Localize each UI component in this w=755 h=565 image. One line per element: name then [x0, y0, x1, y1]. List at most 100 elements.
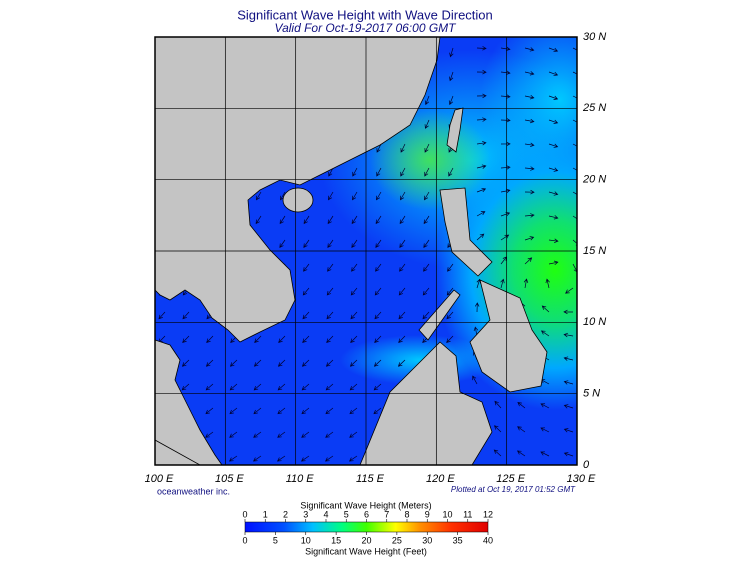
meters-tick-label: 3: [303, 509, 308, 519]
wave-arrow: [350, 287, 358, 296]
wave-arrow: [205, 383, 214, 391]
lat-label: 0: [583, 459, 590, 471]
wave-arrow: [326, 287, 334, 296]
lat-label: 15 N: [583, 245, 606, 257]
meters-tick-label: 1: [263, 509, 268, 519]
wave-arrow: [548, 71, 559, 77]
wave-arrow: [548, 143, 559, 148]
wave-arrow: [563, 380, 574, 385]
feet-tick-label: 0: [242, 535, 247, 545]
wave-arrow: [500, 188, 511, 194]
wave-arrow: [524, 236, 535, 241]
wave-arrow: [327, 263, 334, 272]
wave-arrow: [374, 311, 382, 320]
wave-arrow: [349, 407, 358, 415]
wave-arrow: [517, 426, 526, 433]
wave-arrow: [253, 383, 262, 391]
wave-arrow: [540, 427, 550, 433]
wave-arrow: [325, 359, 334, 367]
wave-arrow: [205, 407, 214, 415]
meters-tick-label: 9: [425, 509, 430, 519]
wave-arrow: [350, 335, 358, 343]
meters-tick-label: 7: [384, 509, 389, 519]
wave-arrow: [399, 239, 406, 248]
wave-arrow: [376, 191, 382, 201]
wave-arrow: [376, 143, 382, 153]
wave-arrow: [328, 191, 334, 201]
wave-arrow: [229, 407, 238, 415]
wave-arrow: [548, 260, 559, 266]
lon-label: 115 E: [356, 473, 385, 485]
wave-arrow: [181, 359, 190, 367]
wave-arrow: [374, 287, 382, 296]
wave-arrow: [423, 263, 430, 272]
meters-tick-label: 2: [283, 509, 288, 519]
wave-arrow: [229, 431, 238, 438]
wave-arrow: [301, 407, 310, 415]
lat-label: 25 N: [582, 102, 606, 114]
lon-label: 130 E: [567, 473, 596, 485]
wave-arrow: [446, 335, 454, 343]
wave-arrow: [448, 167, 454, 177]
wave-arrow: [301, 431, 310, 438]
wave-arrow: [449, 47, 454, 58]
feet-tick-label: 40: [483, 535, 493, 545]
wave-arrow: [524, 213, 535, 218]
lat-label: 10 N: [583, 316, 606, 328]
wave-arrow: [424, 143, 430, 153]
wave-arrow: [253, 407, 262, 415]
palawan: [418, 289, 461, 341]
wave-arrow: [548, 119, 559, 124]
wave-arrow: [476, 164, 487, 169]
wave-arrow: [423, 215, 430, 225]
lat-label: 5 N: [583, 388, 600, 400]
wave-arrow: [399, 215, 406, 225]
credit: oceanweather inc.: [157, 486, 230, 496]
wave-arrow: [254, 335, 262, 343]
wave-arrow: [229, 359, 238, 367]
wave-arrow: [500, 234, 510, 241]
wave-arrow: [349, 431, 358, 438]
wave-arrow: [277, 407, 286, 415]
wave-arrow: [253, 431, 262, 438]
wave-arrow: [182, 311, 190, 320]
wave-arrow: [349, 359, 358, 367]
wave-arrow: [351, 263, 358, 272]
wave-arrow: [278, 335, 286, 343]
wave-arrow: [524, 166, 535, 171]
sumatra: [155, 439, 201, 465]
title: Significant Wave Height with Wave Direct…: [237, 7, 493, 22]
wave-arrow: [279, 215, 286, 225]
wave-arrow: [373, 359, 382, 367]
wave-arrow: [500, 141, 511, 147]
wave-arrow: [563, 452, 574, 457]
wave-arrow: [524, 118, 535, 124]
wave-arrow: [181, 383, 190, 391]
wave-arrow: [277, 359, 286, 367]
wave-arrow: [476, 187, 487, 193]
lon-label: 105 E: [215, 473, 244, 485]
wave-arrow: [500, 118, 511, 123]
wave-arrow: [252, 455, 262, 462]
wave-arrow: [376, 167, 382, 177]
wave-arrow: [352, 167, 358, 177]
wave-arrow: [449, 71, 454, 82]
feet-tick-label: 5: [273, 535, 278, 545]
wave-arrow: [327, 215, 334, 225]
wave-arrow: [563, 428, 574, 433]
meters-tick-label: 6: [364, 509, 369, 519]
wave-arrow: [352, 191, 358, 201]
wave-arrow: [279, 239, 286, 248]
wave-arrow: [374, 335, 382, 343]
wave-arrow: [548, 95, 559, 100]
wave-arrow: [572, 47, 577, 51]
malay-peninsula: [155, 339, 223, 465]
wave-arrow: [565, 287, 574, 294]
wave-arrow: [229, 383, 238, 391]
borneo: [359, 341, 493, 465]
wave-arrow: [350, 311, 358, 320]
wave-arrow: [348, 455, 358, 462]
wave-arrow: [446, 311, 454, 320]
wave-arrow: [500, 70, 511, 75]
